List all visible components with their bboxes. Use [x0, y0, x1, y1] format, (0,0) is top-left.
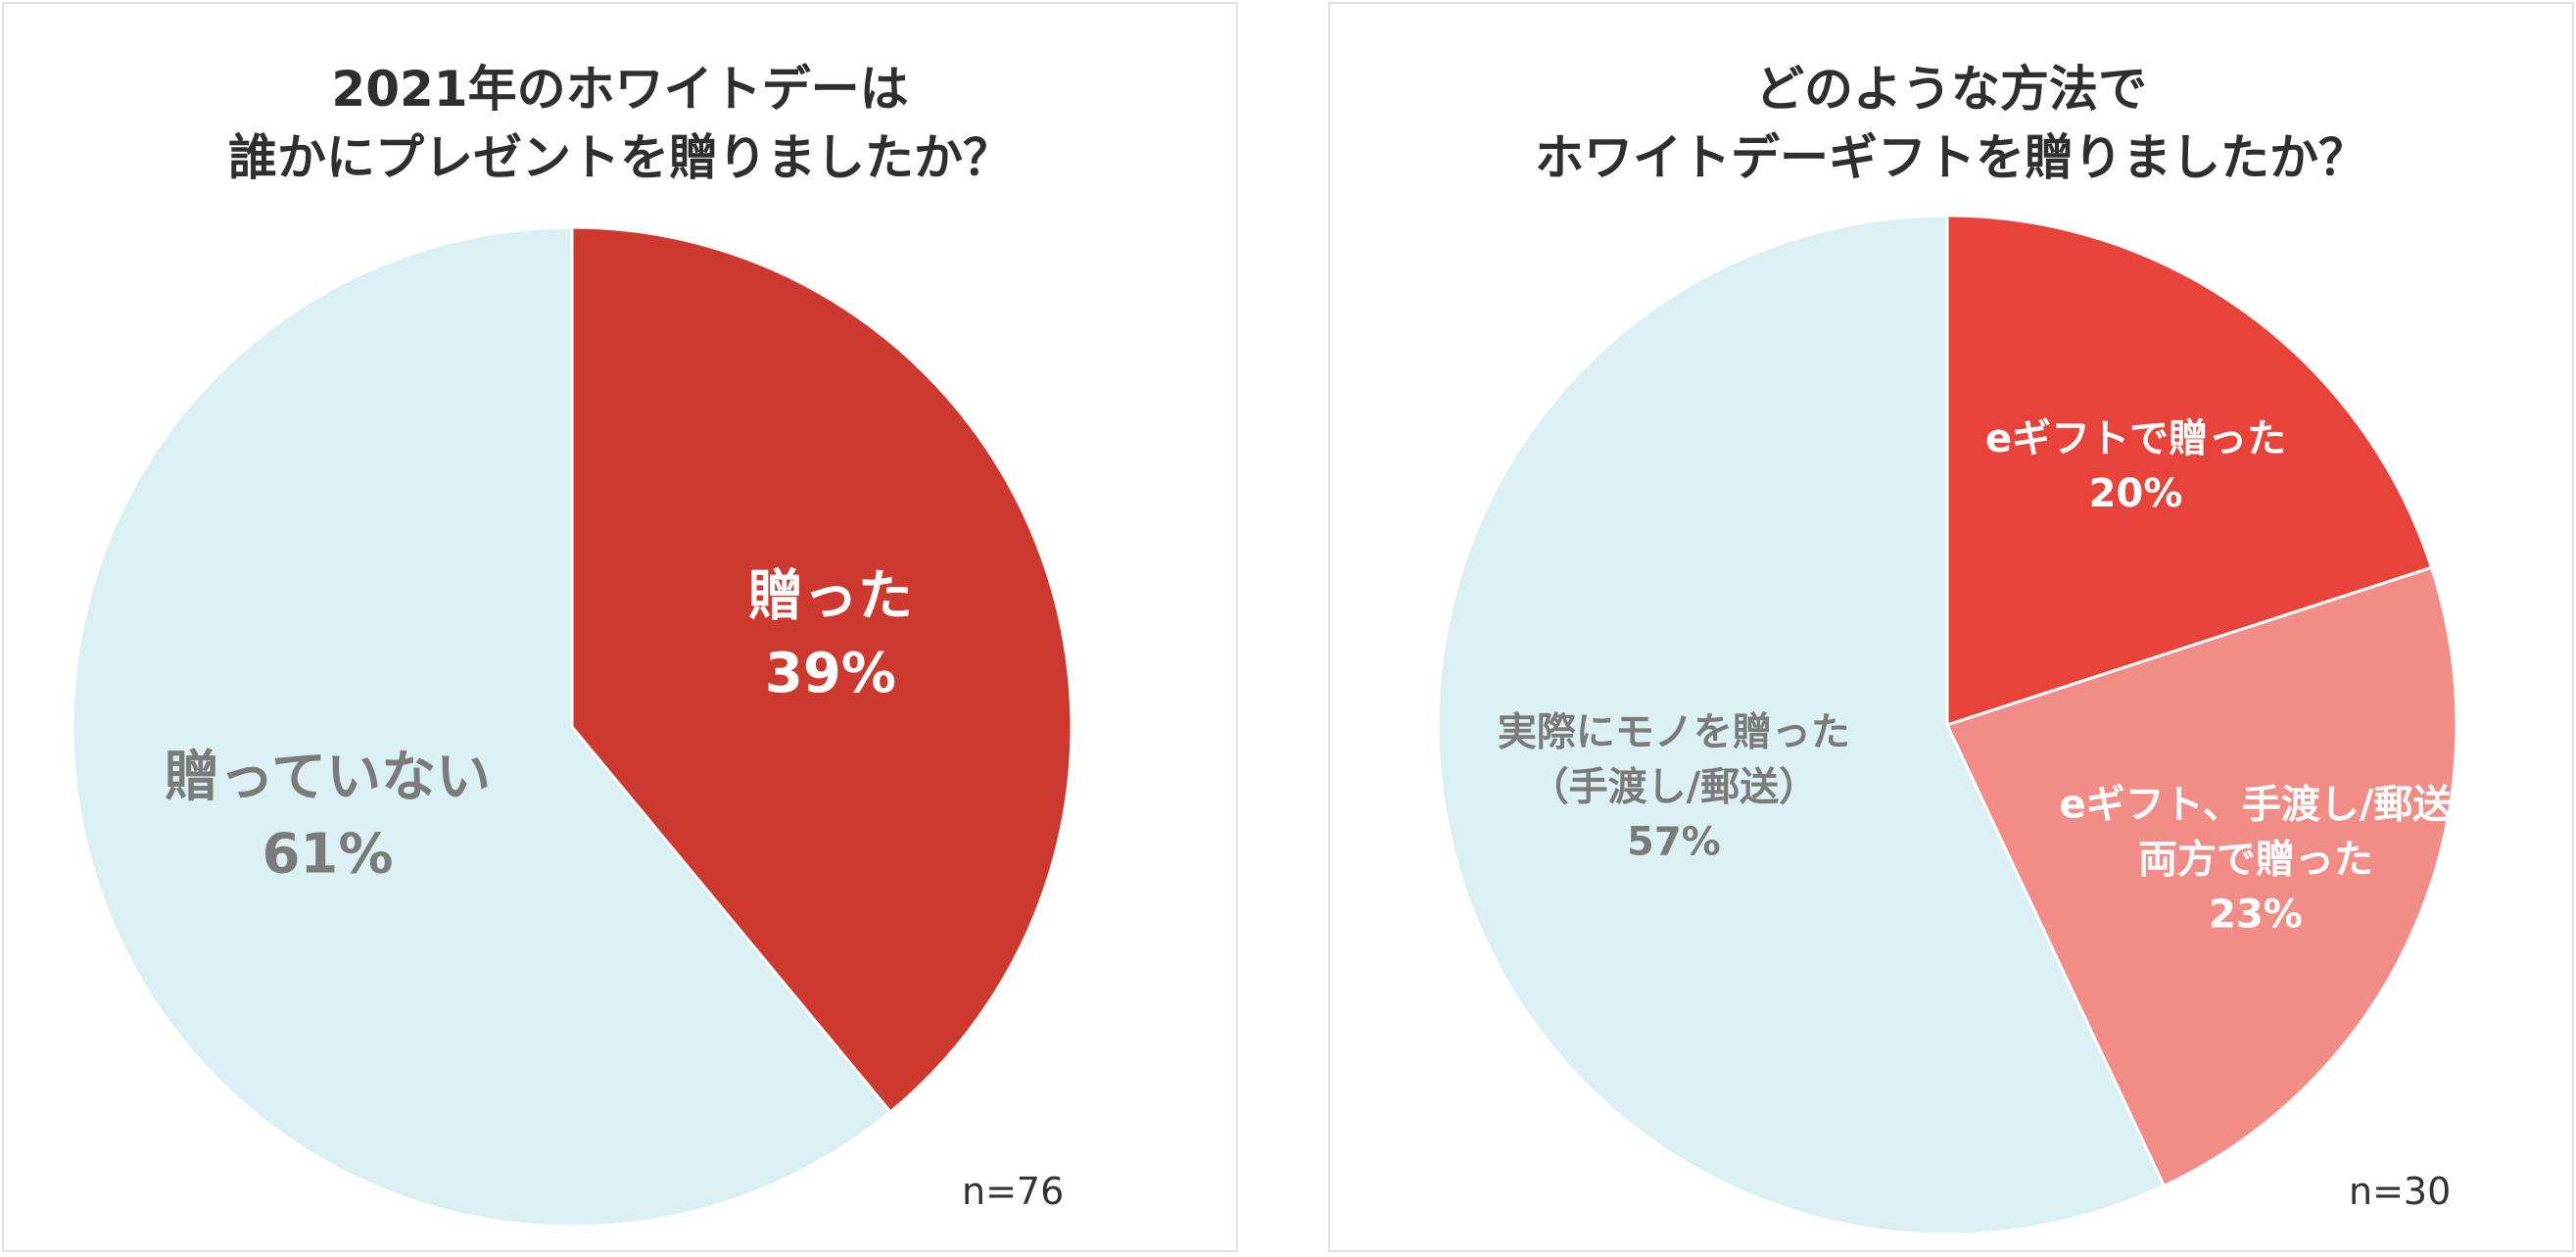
pie-slice-label-0: eギフトで贈った 20%: [1985, 416, 2286, 516]
sample-size-label: n=30: [2349, 1170, 2452, 1213]
slice-percent: 20%: [2089, 471, 2183, 516]
chart-title-line-2: ホワイトデーギフトを贈りましたか？: [1535, 129, 2367, 186]
chart-title-line-1: 2021年のホワイトデーは: [331, 61, 909, 118]
slice-category: 贈っていない: [165, 746, 491, 809]
slice-category: 実際にモノを贈った: [1498, 709, 1850, 754]
pie-slice-0: [1945, 214, 2434, 728]
pie-slice-label-0: 贈った 39%: [748, 564, 913, 704]
slice-percent: 61%: [262, 823, 393, 887]
slice-percent: 57%: [1627, 819, 1721, 864]
chart-panel-right: どのような方法で ホワイトデーギフトを贈りましたか？ eギフトで贈った 20% eギ…: [1328, 2, 2574, 1252]
slice-category: eギフト、手渡し/郵送: [2059, 782, 2452, 827]
slice-category: （手渡し/郵送）: [1530, 764, 1819, 809]
pie-slice-1: [71, 225, 893, 1229]
pie-chart-right: eギフトで贈った 20% eギフト、手渡し/郵送両方で贈った 23% 実際にモノを贈った…: [1436, 214, 2458, 1236]
pie-slice-2: [1436, 214, 2167, 1236]
slice-percent: 23%: [2209, 892, 2303, 937]
slice-percent: 39%: [765, 642, 896, 705]
sample-size-label: n=76: [962, 1170, 1065, 1213]
chart-title-line-1: どのような方法で: [1755, 61, 2147, 118]
slice-category: 贈った: [748, 564, 913, 628]
chart-panel-left: 2021年のホワイトデーは 誰かにプレゼントを贈りましたか？ 贈った 39% 贈って…: [2, 2, 1238, 1252]
slice-category: 両方で贈った: [2138, 837, 2373, 882]
pie-chart-left: 贈った 39% 贈っていない 61%: [71, 225, 1073, 1229]
pie-slice-0: [570, 225, 1073, 1115]
slice-category: eギフトで贈った: [1985, 416, 2286, 461]
pie-slice-1: [1944, 565, 2458, 1188]
pie-slice-label-1: 贈っていない 61%: [165, 746, 491, 886]
chart-title-line-2: 誰かにプレゼントを贈りましたか？: [228, 129, 1012, 186]
pie-slice-label-1: eギフト、手渡し/郵送両方で贈った 23%: [2059, 782, 2452, 937]
pie-slice-label-2: 実際にモノを贈った （手渡し/郵送） 57%: [1498, 709, 1850, 864]
